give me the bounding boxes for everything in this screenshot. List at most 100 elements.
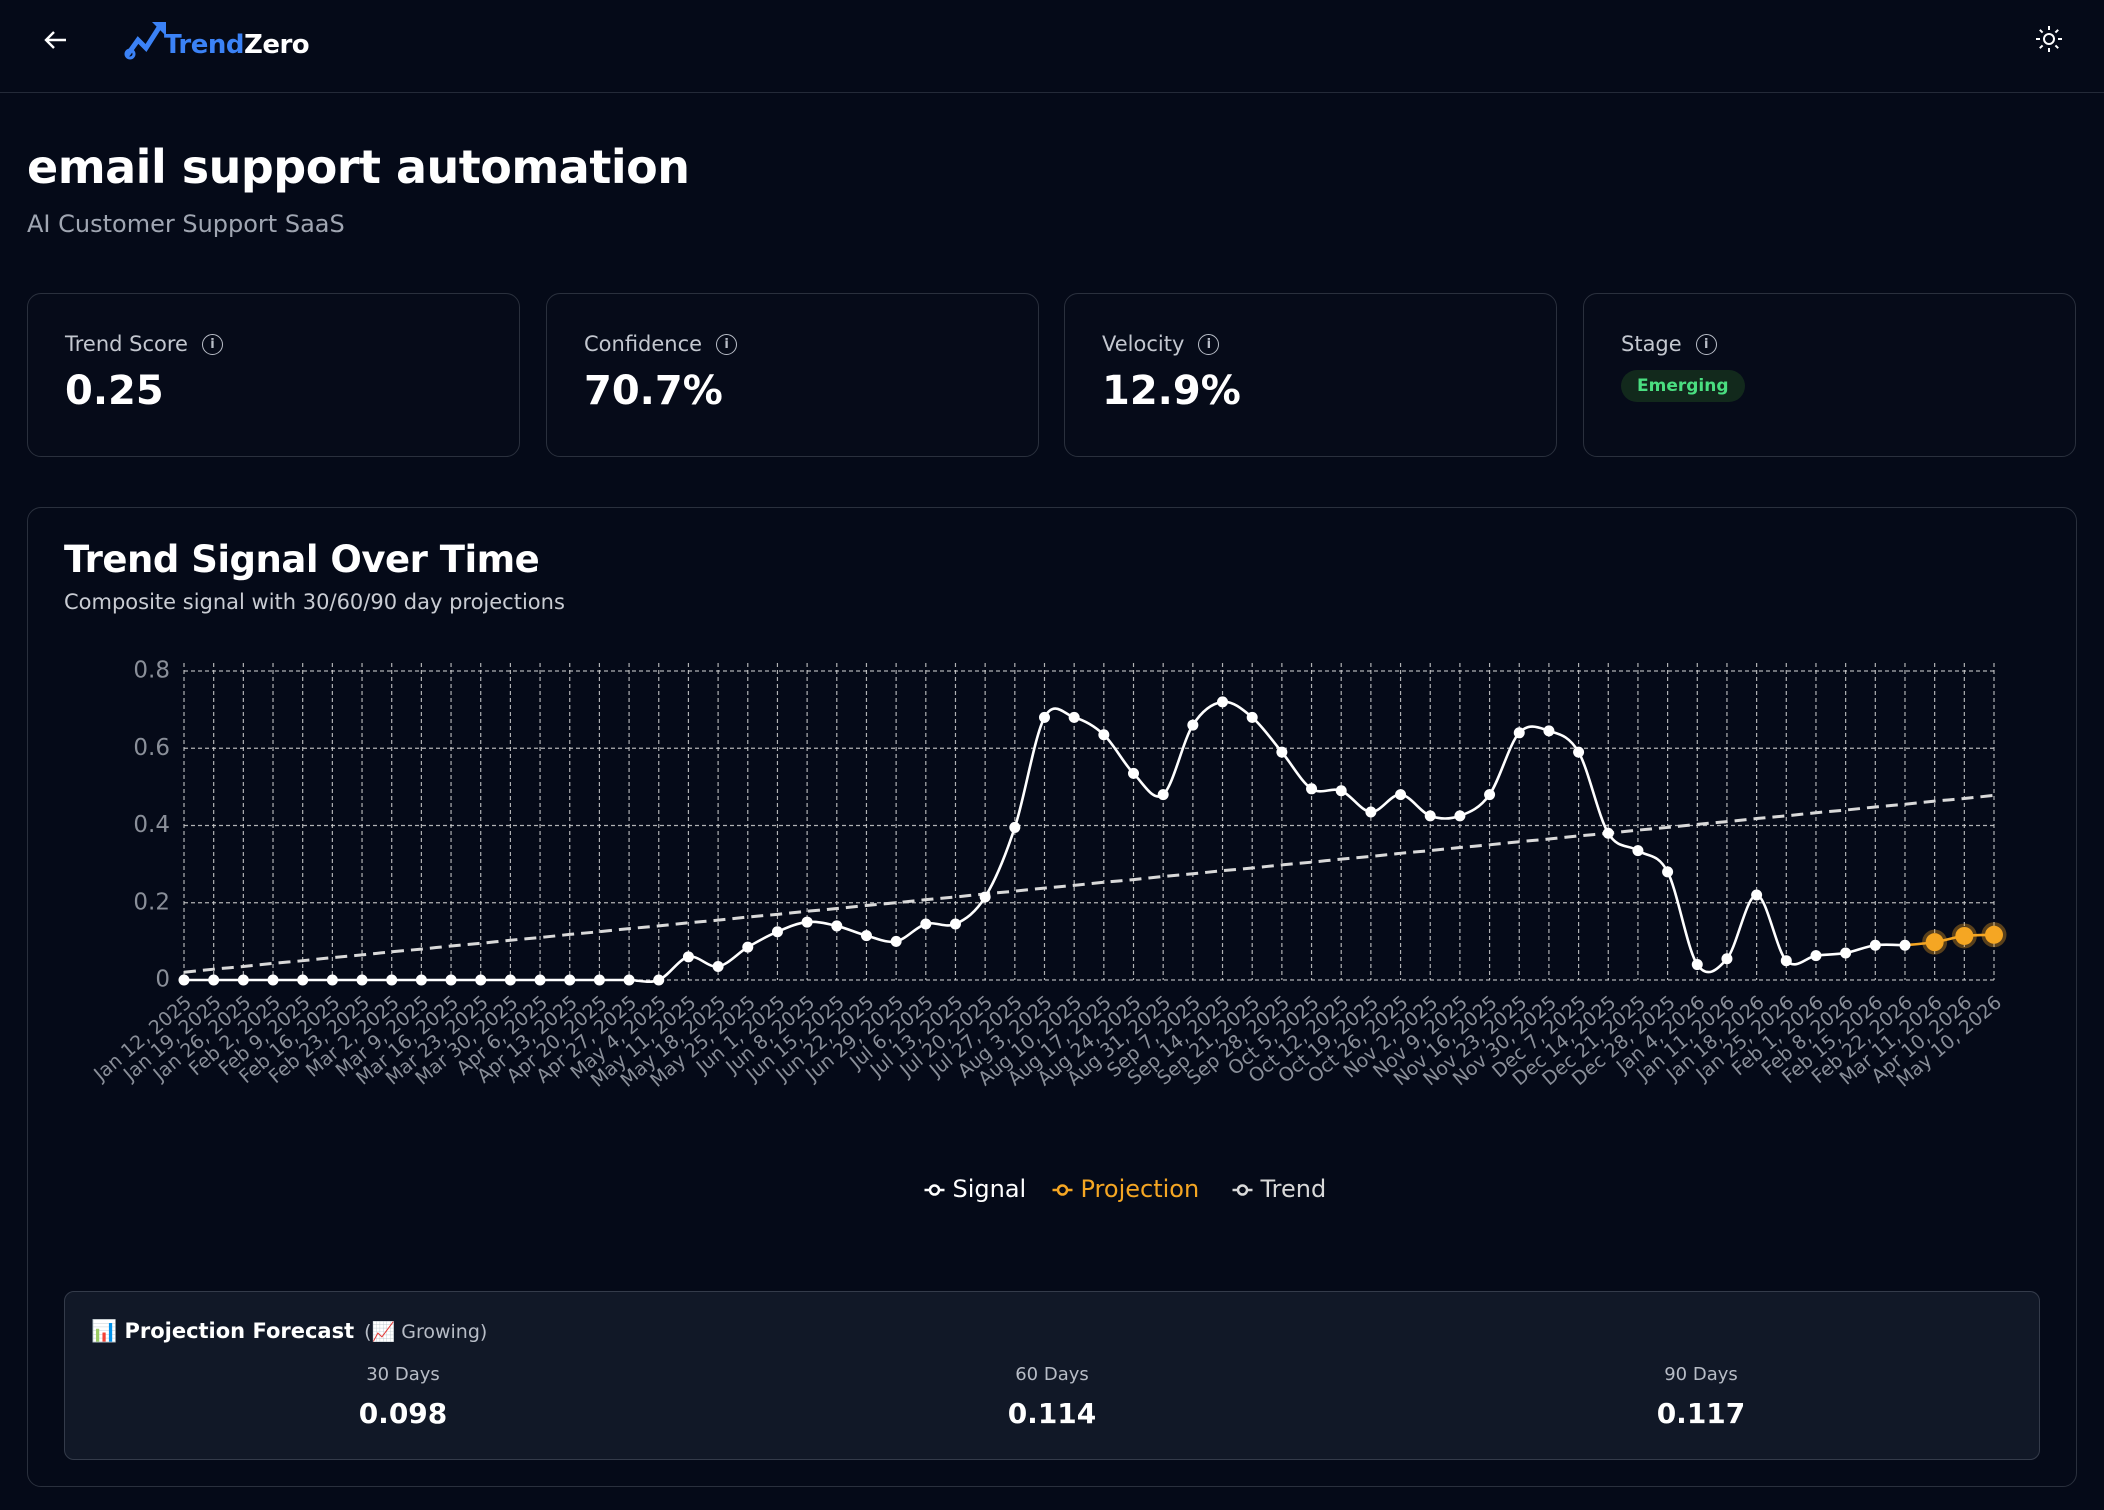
data-point (1869, 939, 1881, 951)
logo-icon (124, 22, 166, 60)
info-icon[interactable]: i (1198, 333, 1220, 355)
brand: TrendZero (164, 30, 310, 60)
data-point (1246, 711, 1258, 723)
data-point (1484, 789, 1496, 801)
legend-swatch (1236, 1184, 1249, 1196)
data-point (1602, 827, 1614, 839)
forecast-item: 90 Days 0.117 (1551, 1364, 1851, 1430)
data-point (1009, 821, 1021, 833)
info-icon[interactable]: i (1695, 333, 1717, 355)
data-point (1128, 767, 1140, 779)
y-tick-label: 0 (155, 967, 170, 993)
forecast-status: (📈 Growing) (364, 1321, 488, 1343)
metric-label: Confidence (584, 332, 703, 356)
series-line (183, 793, 1995, 974)
data-point (1840, 947, 1852, 959)
data-point (1573, 746, 1585, 758)
data-point (1157, 789, 1169, 801)
forecast-title: 📊 Projection Forecast (91, 1319, 355, 1343)
metric-label: Stage (1621, 332, 1682, 356)
data-point (593, 974, 605, 986)
legend-swatch (928, 1184, 941, 1196)
legend-swatch (1056, 1184, 1069, 1196)
data-point (1068, 711, 1080, 723)
data-point (208, 974, 220, 986)
data-point (1662, 866, 1674, 878)
data-point (920, 918, 932, 930)
data-point (1513, 727, 1525, 739)
metric-card: Trend Score i 0.25 (27, 293, 520, 457)
data-point (1217, 696, 1229, 708)
forecast-label: 90 Days (1664, 1364, 1738, 1385)
chart-title: Trend Signal Over Time (64, 538, 540, 581)
data-point (1038, 711, 1050, 723)
data-point (1454, 810, 1466, 822)
info-icon[interactable]: i (201, 333, 223, 355)
metric-value: 12.9% (1102, 368, 1241, 414)
data-point (1981, 922, 2007, 948)
data-point (949, 918, 961, 930)
chart-card (27, 507, 2077, 1487)
data-point (831, 920, 843, 932)
page-subtitle: AI Customer Support SaaS (27, 210, 345, 238)
legend-item[interactable]: Signal (924, 1175, 1027, 1203)
data-point (1543, 725, 1555, 737)
data-point (386, 974, 398, 986)
theme-toggle[interactable] (2033, 23, 2065, 55)
data-point (623, 974, 635, 986)
y-tick-label: 0.4 (133, 812, 170, 838)
data-point (356, 974, 368, 986)
y-tick-label: 0.6 (133, 735, 170, 761)
forecast-value: 0.117 (1656, 1397, 1746, 1430)
data-point (801, 916, 813, 928)
metric-label: Velocity (1102, 332, 1185, 356)
data-point (1780, 955, 1792, 967)
back-button[interactable] (40, 24, 72, 56)
data-point (653, 974, 665, 986)
data-point (1335, 785, 1347, 797)
y-tick-label: 0.2 (133, 889, 170, 915)
data-point (712, 960, 724, 972)
forecast-box: 📊 Projection Forecast (📈 Growing) 30 Days… (64, 1291, 2040, 1460)
data-point (326, 974, 338, 986)
data-point (297, 974, 309, 986)
legend-label: Trend (1260, 1175, 1327, 1203)
chart-subtitle: Composite signal with 30/60/90 day proje… (64, 590, 565, 614)
data-point (1922, 929, 1948, 955)
data-point (1187, 719, 1199, 731)
brand-first: Trend (164, 30, 244, 60)
brand-second: Zero (243, 30, 310, 60)
legend-label: Projection (1081, 1175, 1200, 1203)
info-icon[interactable]: i (716, 333, 738, 355)
forecast-label: 60 Days (1015, 1364, 1089, 1385)
metric-value: 0.25 (65, 368, 164, 414)
data-point (445, 974, 457, 986)
header: TrendZero (0, 0, 2104, 93)
legend-item[interactable]: Trend (1232, 1175, 1327, 1203)
data-point (415, 974, 427, 986)
data-point (475, 974, 487, 986)
metric-label: Trend Score (65, 332, 188, 356)
forecast-value: 0.098 (358, 1397, 448, 1430)
data-point (1306, 783, 1318, 795)
forecast-item: 30 Days 0.098 (253, 1364, 553, 1430)
forecast-item: 60 Days 0.114 (902, 1364, 1202, 1430)
data-point (979, 891, 991, 903)
data-point (1395, 789, 1407, 801)
data-point (860, 930, 872, 942)
data-point (1899, 939, 1911, 951)
legend-label: Signal (953, 1175, 1027, 1203)
metric-value: 70.7% (584, 368, 723, 414)
data-point (1810, 950, 1822, 962)
page-title: email support automation (27, 140, 690, 194)
data-point (178, 974, 190, 986)
data-point (1424, 810, 1436, 822)
metric-card: Confidence i 70.7% (546, 293, 1039, 457)
data-point (1365, 806, 1377, 818)
legend-item[interactable]: Projection (1052, 1175, 1200, 1203)
data-point (1276, 746, 1288, 758)
data-point (237, 974, 249, 986)
data-point (1951, 923, 1977, 949)
data-point (1632, 845, 1644, 857)
